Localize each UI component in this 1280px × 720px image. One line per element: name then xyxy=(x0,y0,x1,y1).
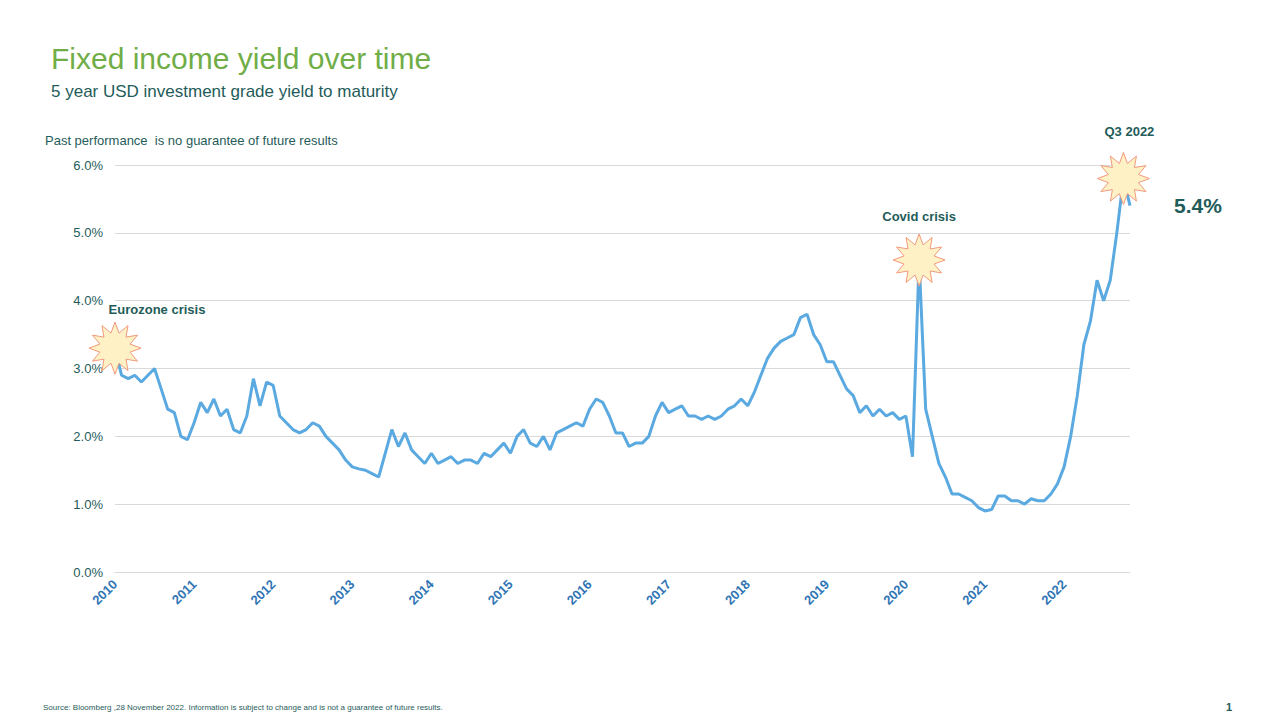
svg-text:2014: 2014 xyxy=(406,576,438,608)
svg-text:Covid crisis: Covid crisis xyxy=(882,209,956,224)
svg-text:2021: 2021 xyxy=(959,577,990,608)
svg-text:2017: 2017 xyxy=(643,577,674,608)
svg-text:Fixed income yield over time: Fixed income yield over time xyxy=(51,42,431,75)
svg-text:2010: 2010 xyxy=(89,577,120,608)
svg-text:Source: Bloomberg ,28 November: Source: Bloomberg ,28 November 2022. Inf… xyxy=(43,703,443,712)
svg-text:1.0%: 1.0% xyxy=(73,497,103,512)
svg-text:2016: 2016 xyxy=(564,577,595,608)
svg-text:2.0%: 2.0% xyxy=(73,429,103,444)
svg-text:4.0%: 4.0% xyxy=(73,293,103,308)
svg-text:Eurozone crisis: Eurozone crisis xyxy=(109,302,206,317)
svg-text:2019: 2019 xyxy=(801,577,832,608)
svg-text:0.0%: 0.0% xyxy=(73,565,103,580)
svg-text:Q3 2022: Q3 2022 xyxy=(1104,124,1154,139)
svg-text:2022: 2022 xyxy=(1038,577,1069,608)
svg-text:5.0%: 5.0% xyxy=(73,225,103,240)
svg-text:5 year USD investment grade yi: 5 year USD investment grade yield to mat… xyxy=(51,82,398,101)
svg-text:2013: 2013 xyxy=(327,577,358,608)
svg-text:6.0%: 6.0% xyxy=(73,158,103,173)
svg-text:2018: 2018 xyxy=(722,577,753,608)
svg-text:2011: 2011 xyxy=(169,577,200,608)
svg-text:5.4%: 5.4% xyxy=(1174,194,1222,217)
svg-text:1: 1 xyxy=(1226,701,1232,713)
svg-text:2012: 2012 xyxy=(247,577,278,608)
svg-text:2020: 2020 xyxy=(880,577,911,608)
svg-text:2015: 2015 xyxy=(485,577,516,608)
svg-text:Past performance is no guaran: Past performance is no guarantee of futu… xyxy=(45,133,338,148)
svg-text:3.0%: 3.0% xyxy=(73,361,103,376)
